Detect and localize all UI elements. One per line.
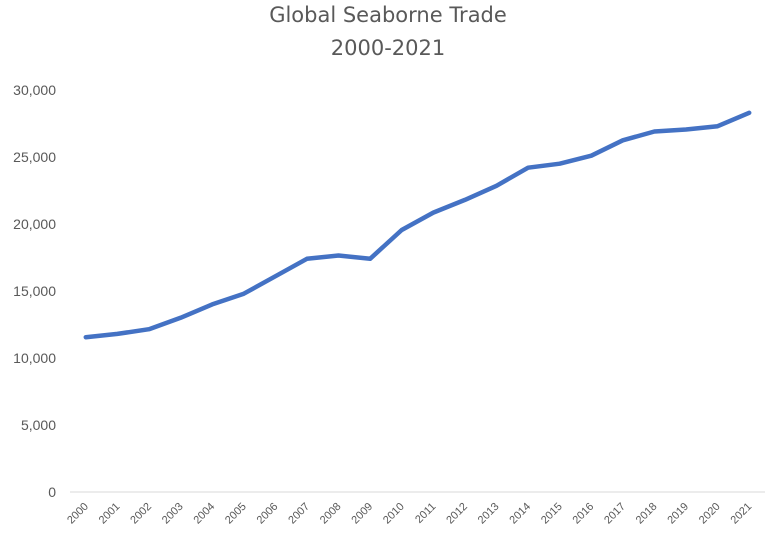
x-tick-label: 2014 bbox=[507, 501, 533, 527]
y-tick-label: 20,000 bbox=[13, 216, 56, 232]
y-tick-label: 15,000 bbox=[13, 283, 56, 299]
x-tick-label: 2013 bbox=[476, 501, 502, 527]
y-tick-label: 25,000 bbox=[13, 149, 56, 165]
x-tick-label: 2006 bbox=[255, 501, 281, 527]
x-tick-label: 2007 bbox=[286, 501, 312, 527]
y-tick-label: 0 bbox=[48, 484, 56, 500]
series-line bbox=[83, 110, 752, 340]
y-tick-label: 5,000 bbox=[21, 417, 56, 433]
x-tick-label: 2018 bbox=[634, 501, 660, 527]
x-tick-label: 2020 bbox=[697, 501, 723, 527]
chart-subtitle: 2000-2021 bbox=[331, 36, 445, 60]
x-tick-label: 2012 bbox=[444, 501, 470, 527]
x-tick-label: 2017 bbox=[602, 501, 628, 527]
x-tick-label: 2002 bbox=[128, 501, 154, 527]
x-tick-label: 2005 bbox=[223, 501, 249, 527]
x-tick-label: 2004 bbox=[191, 501, 217, 527]
y-tick-label: 10,000 bbox=[13, 350, 56, 366]
x-tick-label: 2019 bbox=[665, 501, 691, 527]
x-tick-label: 2016 bbox=[571, 501, 597, 527]
x-tick-label: 2010 bbox=[381, 501, 407, 527]
x-tick-label: 2009 bbox=[349, 501, 375, 527]
x-tick-label: 2011 bbox=[413, 501, 438, 526]
x-tick-label: 2000 bbox=[65, 501, 91, 527]
x-tick-label: 2001 bbox=[97, 501, 123, 527]
x-axis-ticks: 2000 2001 2002 2003 2004 2005 2006 2007 2008 2009… bbox=[65, 501, 754, 527]
series-layer bbox=[83, 110, 752, 340]
x-tick-label: 2021 bbox=[729, 501, 755, 527]
x-tick-label: 2008 bbox=[318, 501, 344, 527]
x-tick-label: 2003 bbox=[160, 501, 186, 527]
chart-title: Global Seaborne Trade bbox=[269, 3, 507, 27]
y-tick-label: 30,000 bbox=[13, 82, 56, 98]
x-tick-label: 2015 bbox=[539, 501, 565, 527]
y-axis-ticks: 0 5,000 10,000 15,000 20,000 25,000 30,000 bbox=[13, 82, 56, 500]
